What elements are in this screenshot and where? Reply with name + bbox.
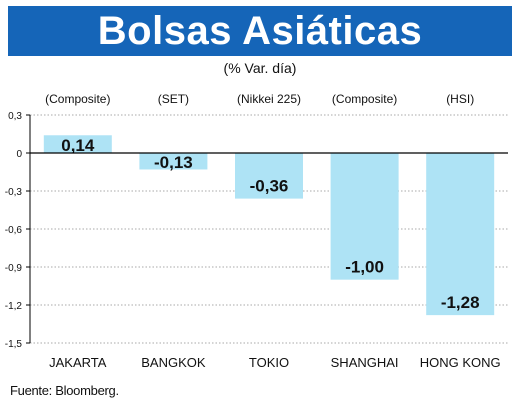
y-tick-label: 0,3 <box>8 111 22 122</box>
index-label: (Nikkei 225) <box>237 92 301 106</box>
value-label: -0,36 <box>250 177 289 196</box>
category-label: HONG KONG <box>420 355 501 370</box>
y-tick-label: -0,9 <box>5 263 23 274</box>
category-label: JAKARTA <box>49 355 107 370</box>
category-label: TOKIO <box>249 355 289 370</box>
index-label: (Composite) <box>45 92 110 106</box>
bar <box>139 153 208 170</box>
index-label: (HSI) <box>446 92 474 106</box>
bar <box>330 153 399 280</box>
value-label: -1,28 <box>441 293 480 312</box>
category-label: BANGKOK <box>141 355 206 370</box>
chart-title: Bolsas Asiáticas <box>97 8 423 53</box>
index-label: (Composite) <box>332 92 397 106</box>
value-label: -1,00 <box>345 258 384 277</box>
y-tick-label: -0,3 <box>5 187 23 198</box>
value-label: -0,13 <box>154 153 193 172</box>
bar <box>235 153 303 199</box>
bar-chart: 0,3 0 -0,3 -0,6 -0,9 -1,2 -1,5 0,14 (Composite) J… <box>5 92 508 370</box>
index-label: (SET) <box>158 92 189 106</box>
chart-subtitle: (% Var. día) <box>223 60 297 76</box>
y-tick-label: -1,5 <box>5 339 23 350</box>
bar <box>43 135 112 153</box>
bar <box>426 153 495 316</box>
category-label: SHANGHAI <box>331 355 399 370</box>
title-banner: Bolsas Asiáticas <box>8 6 512 56</box>
y-tick-label: -1,2 <box>5 301 23 312</box>
value-label: 0,14 <box>61 136 95 155</box>
y-tick-label: 0 <box>16 149 22 160</box>
source-note: Fuente: Bloomberg. <box>10 383 119 398</box>
y-tick-label: -0,6 <box>5 225 23 236</box>
